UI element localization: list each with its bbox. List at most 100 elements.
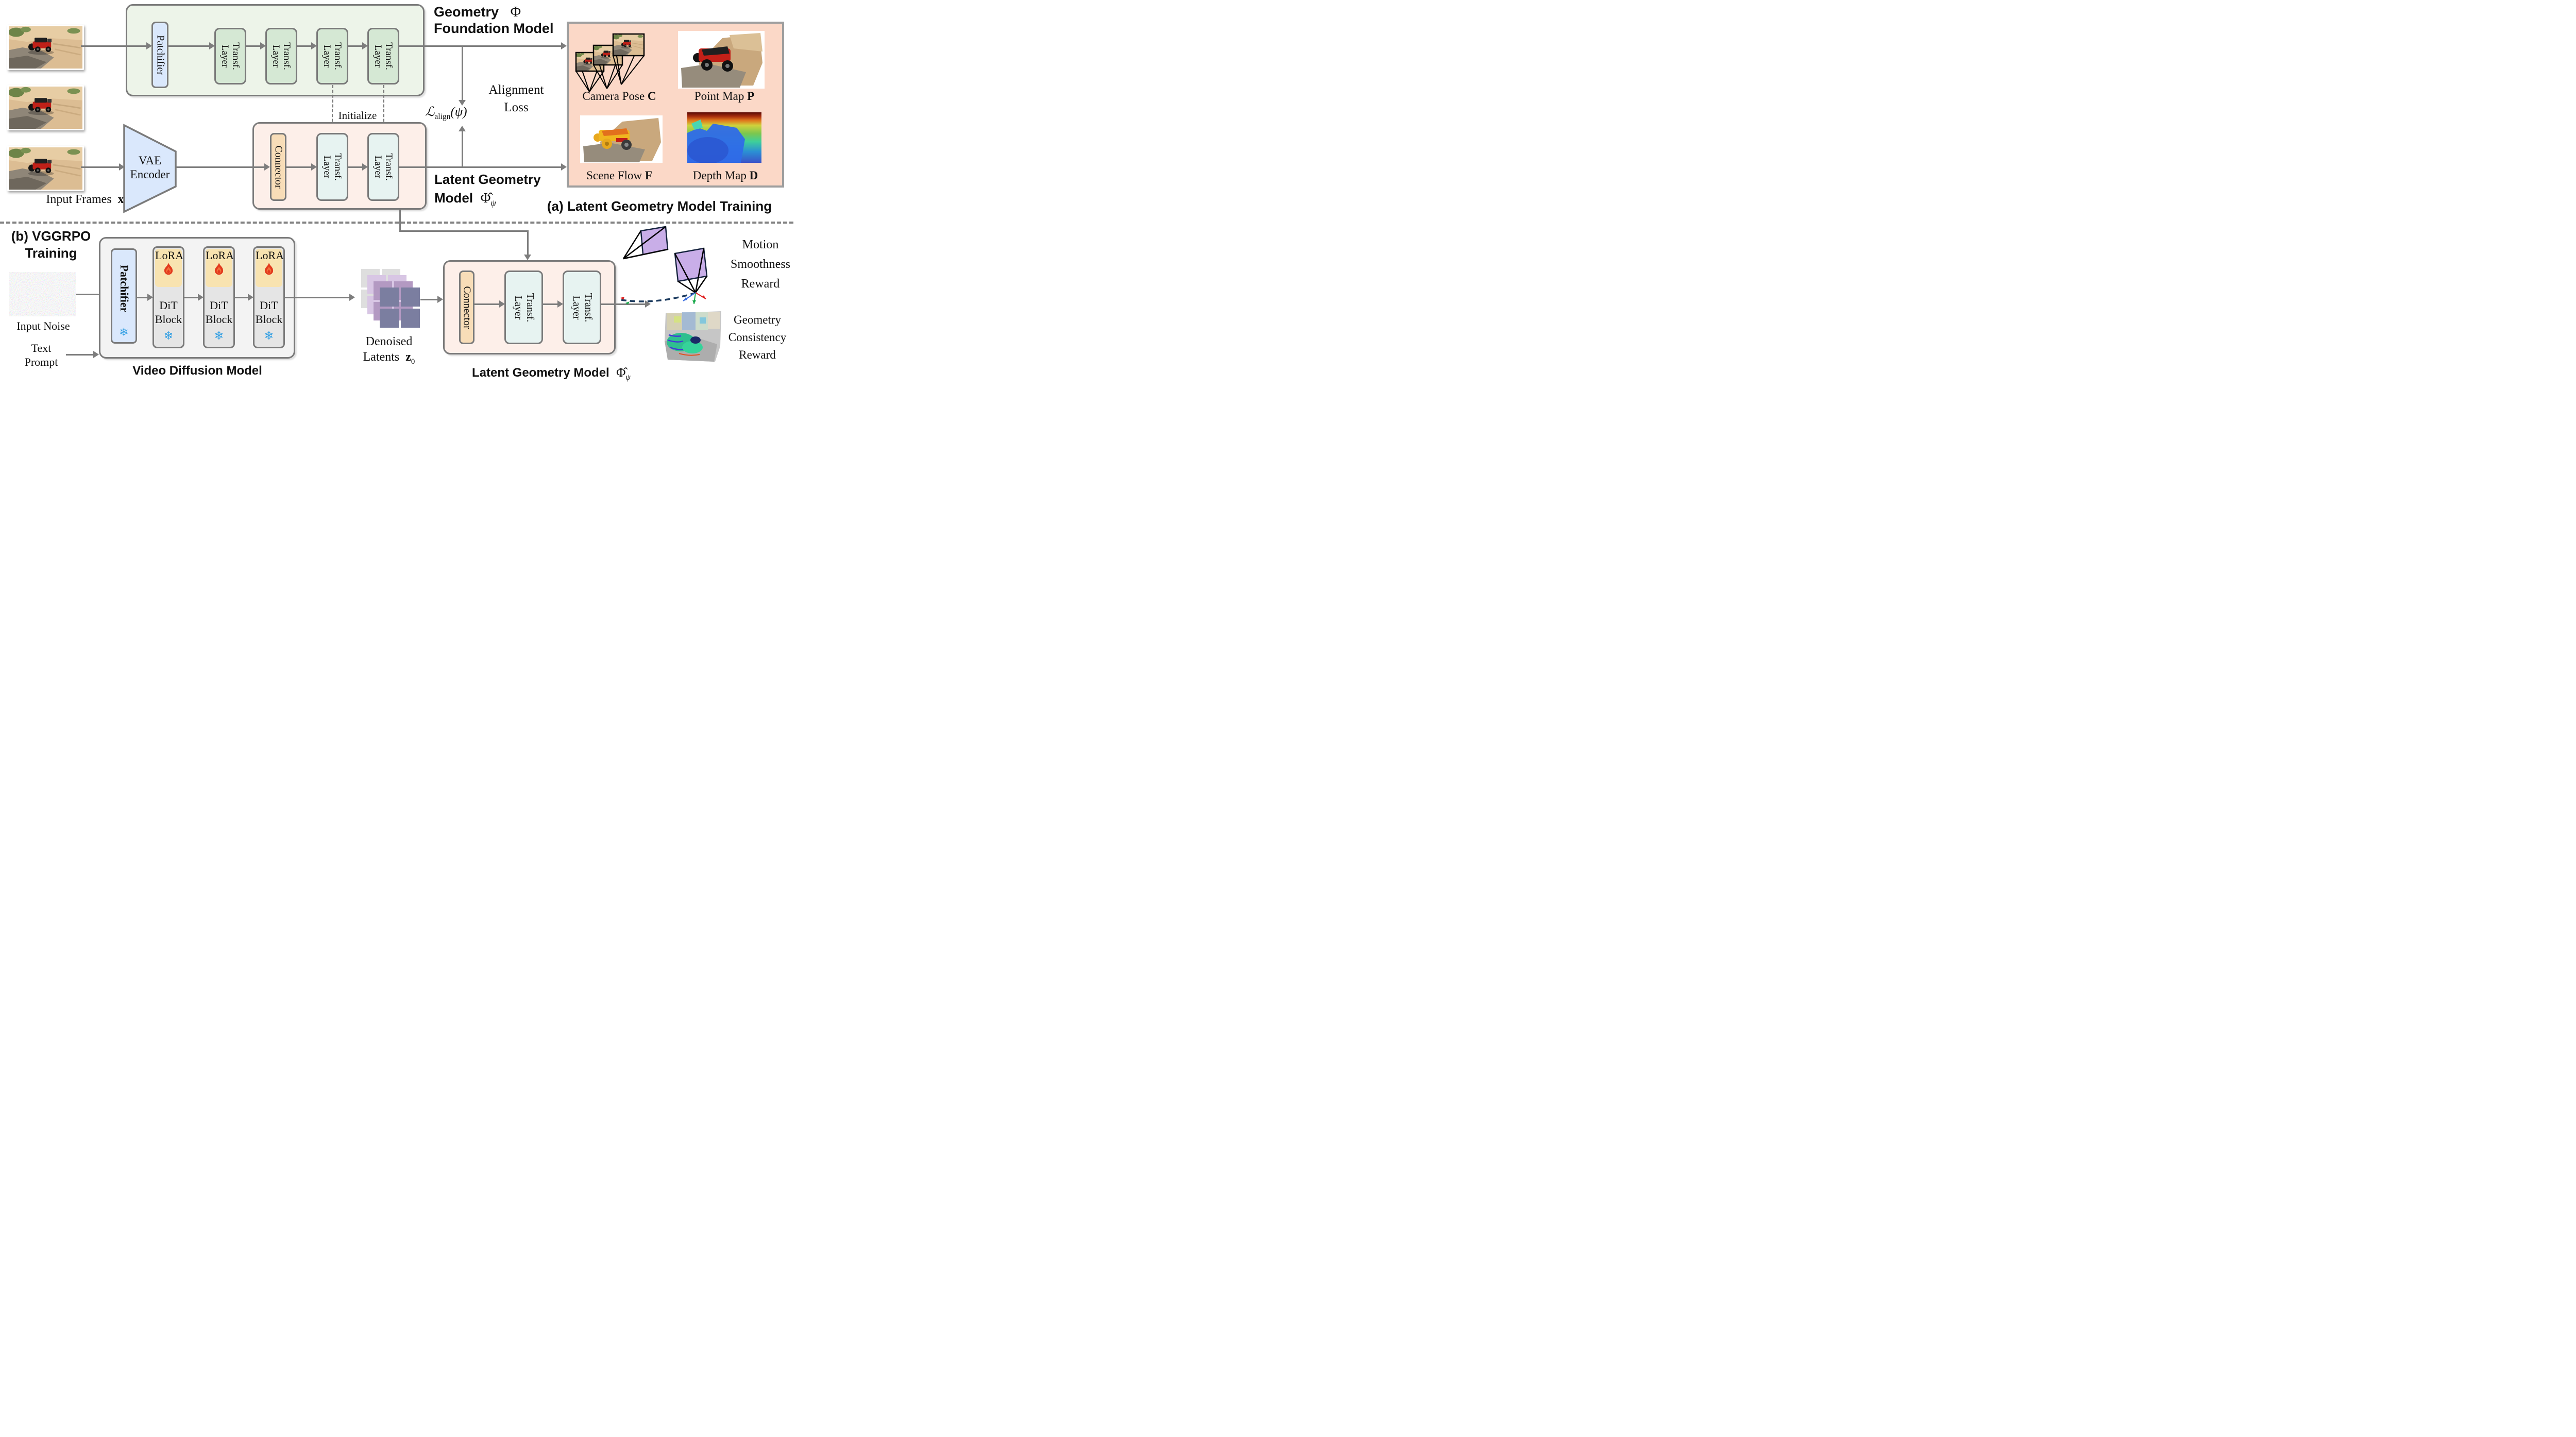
alignment-loss-label: Alignment Loss (488, 83, 544, 114)
arrowhead (349, 294, 355, 301)
geometry-consistency-label: Geometry Consistency Reward (728, 313, 787, 361)
connector-line-down (399, 210, 401, 232)
arrow-textprompt-to-vdm (66, 354, 95, 356)
connector-box-a: Connector (270, 133, 286, 201)
arrowhead (499, 300, 505, 308)
camera-pose-image (575, 33, 645, 92)
arrow-conn-t1-b (474, 303, 500, 305)
arrow-lgm-output (601, 303, 647, 305)
vdm-label: Video Diffusion Model (132, 364, 262, 378)
patchifier-label: Patchifier (117, 264, 131, 313)
arrowhead (119, 163, 125, 171)
arrowhead (557, 300, 563, 308)
motion-smoothness-label: Motion Smoothness Reward (730, 238, 790, 291)
input-frames-label: Input Frames x (46, 193, 124, 206)
flame-icon (164, 262, 173, 275)
arrow-gfm-branch-down (462, 45, 463, 101)
initialize-label: Initialize (333, 109, 382, 122)
latent-transf-layer-a1: Transf. Layer (316, 133, 348, 201)
arrow-vae-to-connector (176, 166, 266, 168)
vae-encoder-label: VAE Encoder (130, 154, 170, 181)
phi-hat-symbol: Φ̂ψ (480, 190, 496, 208)
latent-model-label-a: Latent Geometry Model Φ̂ψ (434, 172, 541, 208)
jeep-photo (9, 87, 82, 129)
scene-flow-label: Scene Flow F (586, 169, 652, 182)
patchifier-label: Patchifier (155, 35, 166, 75)
dit-block-2: LoRA DiT Block ❄ (203, 246, 235, 348)
input-noise-image (9, 272, 76, 316)
phi-symbol: Φ (510, 4, 521, 20)
dit-block-3: LoRA DiT Block ❄ (253, 246, 285, 348)
gfm-transf-layer-3: Transf. Layer (316, 28, 348, 84)
denoised-latents-stack (361, 269, 420, 330)
arrowhead (264, 163, 270, 171)
motion-smoothness-image (620, 226, 708, 305)
align-loss-formula: ℒalign(ψ) (425, 105, 467, 121)
jeep-photo (9, 26, 82, 69)
input-frame-3 (7, 146, 84, 191)
geometry-consistency-image (665, 311, 721, 362)
arrowhead (198, 294, 204, 301)
input-frame-2 (7, 85, 84, 130)
connector-label: Connector (461, 285, 473, 329)
latent-model-label-b: Latent Geometry Model Φ̂ψ (472, 366, 631, 382)
text-prompt-label: Text Prompt (24, 342, 58, 368)
arrowhead (459, 100, 466, 106)
denoised-latents-label: Denoised Latents z0 (363, 335, 415, 366)
input-noise-label: Input Noise (16, 319, 70, 332)
arrow-t3-t4 (348, 45, 363, 47)
gfm-patchifier-box: Patchifier (151, 22, 168, 88)
arrow-conn-t1 (286, 166, 312, 168)
lora-box: LoRA (206, 249, 234, 287)
arrow-t1-t2 (348, 166, 363, 168)
connector-box-b: Connector (459, 271, 474, 344)
arrowhead (362, 163, 368, 171)
latent-transf-layer-b2: Transf. Layer (563, 271, 601, 344)
latent-transf-layer-b1: Transf. Layer (504, 271, 543, 344)
arrowhead (561, 163, 567, 171)
lora-box: LoRA (256, 249, 284, 287)
lora-box: LoRA (155, 249, 183, 287)
arrow-t1-t2 (246, 45, 261, 47)
arrowhead (311, 42, 317, 49)
outputs-box: Camera Pose C Point Map P Scene Flow F (567, 22, 784, 188)
arrow-frame3-to-vae (81, 166, 120, 168)
point-map-image (678, 31, 765, 89)
arrowhead (147, 294, 153, 301)
section-divider (0, 222, 793, 224)
input-frames-symbol: x (117, 193, 124, 206)
arrow-dit1-dit2 (184, 297, 199, 298)
depth-map-label: Depth Map D (692, 169, 758, 182)
arrow-noise-to-vdm (76, 294, 107, 295)
connector-line-into-box (527, 230, 529, 256)
phi-hat-symbol: Φ̂ψ (616, 366, 631, 382)
arrow-frame1-to-gfm (81, 45, 147, 47)
arrow-dit2-dit3 (235, 297, 249, 298)
arrowhead (459, 126, 466, 131)
gfm-transf-layer-2: Transf. Layer (265, 28, 297, 84)
figure-canvas: Input Frames x Patchifier Transf. Layer T… (0, 0, 793, 384)
arrow-patch-dit1 (137, 297, 148, 298)
vdm-patchifier-box: Patchifier ❄ (111, 248, 137, 344)
arrowhead (260, 42, 266, 49)
initialize-dashed-arrow-2 (383, 85, 384, 127)
point-map-label: Point Map P (694, 90, 755, 103)
snowflake-icon: ❄ (163, 330, 174, 343)
lora-label: LoRA (155, 249, 183, 262)
flame-icon (264, 262, 274, 275)
arrowhead (561, 42, 567, 49)
jeep-photo (9, 147, 82, 190)
arrow-patch-t1 (168, 45, 210, 47)
section-b-title: (b) VGGRPO Training (11, 228, 91, 261)
arrow-vdm-to-latents (285, 297, 350, 298)
arrowhead (93, 351, 99, 358)
flame-icon (214, 262, 224, 275)
initialize-dashed-arrow-1 (332, 85, 333, 127)
arrow-t2-t3 (297, 45, 312, 47)
depth-map-image (687, 112, 761, 163)
dit-label: DiT Block (155, 299, 182, 326)
arrow-t1-t2-b (543, 303, 558, 305)
connector-label: Connector (273, 145, 284, 189)
arrowhead (362, 42, 368, 49)
gfm-transf-layer-4: Transf. Layer (367, 28, 399, 84)
